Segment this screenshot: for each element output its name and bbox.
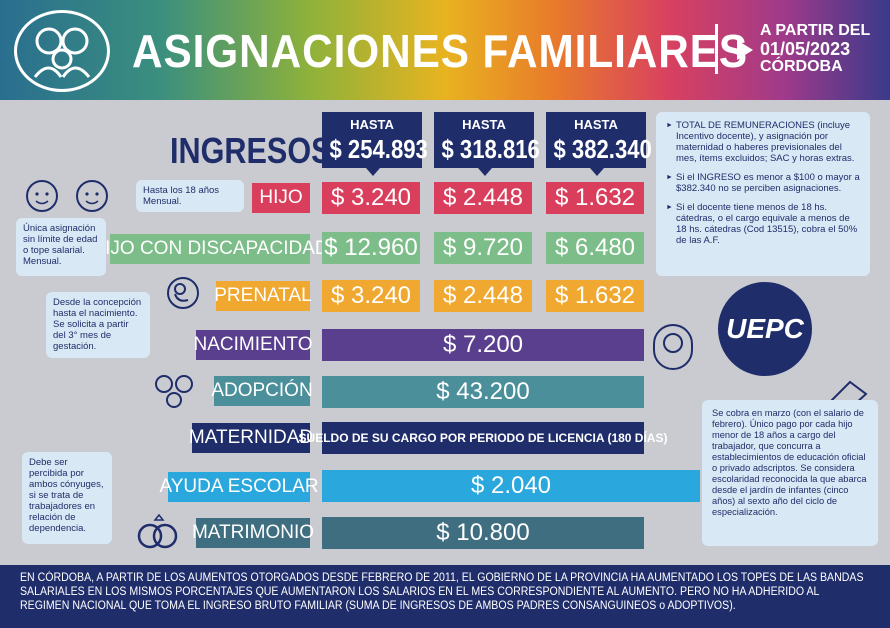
column-header-2: HASTA $ 318.816 (434, 112, 540, 176)
hijo-value-2: $ 2.448 (434, 182, 532, 214)
footer-note: EN CÓRDOBA, A PARTIR DE LOS AUMENTOS OTO… (0, 565, 890, 628)
nacimiento-value: $ 7.200 (322, 329, 644, 361)
date-line1: A PARTIR DEL (760, 22, 871, 39)
row-label-maternidad: MATERNIDAD (189, 423, 313, 453)
income-notes-box: TOTAL DE REMUNERACIONES (incluye Incenti… (656, 112, 870, 276)
matrimonio-value: $ 10.800 (322, 517, 644, 549)
disc-value-2: $ 9.720 (434, 232, 532, 264)
row-label-nacimiento: NACIMIENTO (194, 330, 312, 360)
page-title: ASIGNACIONES FAMILIARES (132, 25, 749, 77)
header-divider (715, 24, 718, 74)
row-label-hijo: HIJO (252, 183, 310, 213)
ingresos-label: INGRESOS: (170, 130, 342, 171)
note-matrimonio: Debe ser percibida por ambos cónyuges, s… (22, 452, 112, 544)
income-note-2: Si el INGRESO es menor a $100 o mayor a … (666, 172, 860, 194)
row-label-prenatal: PRENATAL (214, 281, 312, 311)
adopcion-value: $ 43.200 (322, 376, 644, 408)
disc-value-1: $ 12.960 (322, 232, 420, 264)
column-header-1: HASTA $ 254.893 (322, 112, 428, 176)
fetus-icon (166, 276, 200, 315)
ayuda-escolar-note: Se cobra en marzo (con el salario de feb… (702, 400, 878, 546)
disc-value-3: $ 6.480 (546, 232, 644, 264)
income-note-1: TOTAL DE REMUNERACIONES (incluye Incenti… (666, 120, 860, 164)
prenatal-value-1: $ 3.240 (322, 280, 420, 312)
wedding-rings-icon (133, 512, 183, 557)
ayuda-escolar-value: $ 2.040 (322, 470, 700, 502)
footer-text: EN CÓRDOBA, A PARTIR DE LOS AUMENTOS OTO… (20, 572, 864, 612)
income-cap: $ 254.893 (329, 134, 428, 164)
play-arrow-icon (737, 40, 753, 60)
hasta-label: HASTA (350, 117, 394, 132)
column-header-3: HASTA $ 382.340 (546, 112, 652, 176)
uepc-logo: UEPC (718, 282, 812, 376)
income-cap: $ 382.340 (553, 134, 652, 164)
date-line3: CÓRDOBA (760, 58, 843, 75)
hijo-value-1: $ 3.240 (322, 182, 420, 214)
maternidad-value: SUELDO DE SU CARGO POR PERIODO DE LICENC… (299, 422, 667, 454)
date-box: A PARTIR DEL 01/05/2023 CÓRDOBA (760, 22, 870, 76)
prenatal-value-2: $ 2.448 (434, 280, 532, 312)
row-label-ayuda-escolar: AYUDA ESCOLAR (159, 472, 319, 502)
family-icon (14, 10, 110, 92)
row-label-hijo-discapacidad: HIJO CON DISCAPACIDAD (91, 234, 329, 264)
date-line2: 01/05/2023 (760, 39, 851, 59)
note-discapacidad: Única asignación sin límite de edad o to… (16, 218, 106, 276)
row-label-matrimonio: MATRIMONIO (192, 518, 314, 548)
header-banner: ASIGNACIONES FAMILIARES A PARTIR DEL 01/… (0, 0, 890, 100)
adoption-family-icon (152, 372, 198, 417)
children-faces-icon (14, 176, 114, 221)
income-cap: $ 318.816 (441, 134, 540, 164)
hijo-value-3: $ 1.632 (546, 182, 644, 214)
baby-icon (650, 322, 696, 377)
hasta-label: HASTA (462, 117, 506, 132)
row-label-adopcion: ADOPCIÓN (211, 376, 313, 406)
hasta-label: HASTA (574, 117, 618, 132)
note-hijo: Hasta los 18 años Mensual. (136, 180, 244, 212)
income-note-3: Si el docente tiene menos de 18 hs. cáte… (666, 202, 860, 246)
prenatal-value-3: $ 1.632 (546, 280, 644, 312)
note-prenatal: Desde la concepción hasta el nacimiento.… (46, 292, 150, 358)
